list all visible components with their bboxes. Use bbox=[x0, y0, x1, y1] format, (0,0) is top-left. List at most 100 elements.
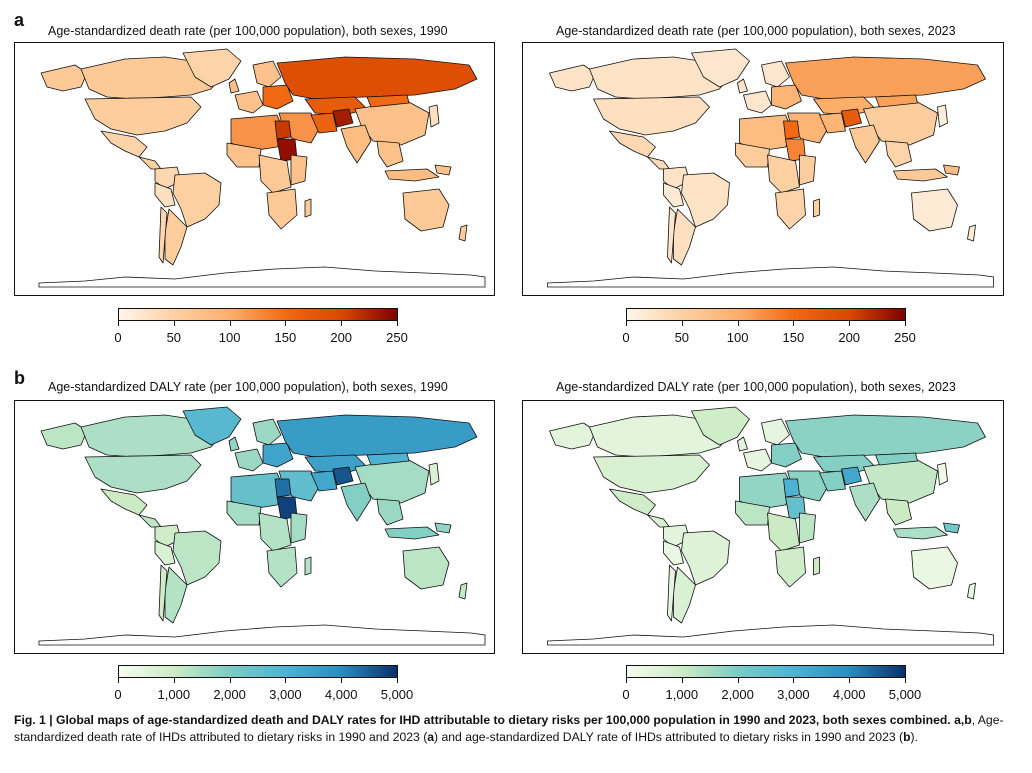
country-mongolia bbox=[875, 94, 918, 108]
colorbar-tick bbox=[229, 678, 231, 683]
colorbar-tick-label: 250 bbox=[386, 330, 408, 345]
country-mongolia bbox=[875, 452, 918, 466]
country-iran bbox=[819, 112, 846, 134]
country-indonesia bbox=[893, 526, 948, 540]
colorbar-tick bbox=[341, 678, 343, 683]
country-easteu bbox=[771, 442, 802, 468]
country-seasia bbox=[376, 498, 404, 526]
colorbar-tick-label: 3,000 bbox=[269, 687, 302, 702]
colorbar-tick bbox=[397, 678, 398, 683]
country-peru bbox=[154, 540, 176, 566]
colorbar-tick bbox=[285, 678, 287, 683]
colorbar-tick bbox=[118, 321, 119, 326]
colorbar-tick bbox=[793, 321, 795, 326]
country-brazil bbox=[681, 172, 730, 228]
caption-panels: a,b bbox=[954, 713, 972, 727]
colorbar-ticks-death-1990: 0 50 100 150 200 250 bbox=[114, 321, 408, 345]
colorbar-death-2023 bbox=[626, 308, 906, 321]
caption-ref-a: a bbox=[427, 730, 435, 744]
colorbar-tick-label: 0 bbox=[622, 330, 630, 345]
country-eafrica bbox=[290, 154, 308, 186]
country-easteu bbox=[771, 84, 802, 110]
country-seasia bbox=[885, 498, 912, 526]
colorbar-tick-label: 0 bbox=[114, 687, 122, 702]
country-mongolia bbox=[366, 452, 410, 466]
country-chile bbox=[158, 206, 168, 264]
country-india bbox=[340, 124, 372, 164]
colorbar-tick-label: 200 bbox=[838, 330, 861, 345]
country-eafrica bbox=[290, 512, 308, 544]
country-afghan bbox=[841, 466, 862, 486]
colorbar-tick bbox=[229, 321, 231, 326]
country-australia bbox=[911, 188, 958, 232]
colorbar-tick bbox=[849, 321, 851, 326]
country-eafrica bbox=[799, 512, 816, 544]
colorbar-tick-label: 2,000 bbox=[721, 687, 754, 702]
colorbar-tick bbox=[849, 678, 851, 683]
country-png bbox=[434, 164, 452, 176]
colorbar-tick-label: 50 bbox=[674, 330, 690, 345]
country-japan bbox=[937, 462, 948, 486]
country-nz bbox=[967, 224, 976, 242]
country-wafrica bbox=[226, 500, 262, 526]
country-central bbox=[647, 514, 670, 528]
country-seasia bbox=[885, 140, 912, 168]
colorbar-daly-2023 bbox=[626, 665, 906, 678]
map-title-daly-2023: Age-standardized DALY rate (per 100,000 … bbox=[556, 380, 956, 394]
country-greenland bbox=[691, 48, 750, 88]
country-nafrica bbox=[739, 114, 794, 152]
colorbar-tick bbox=[905, 321, 906, 326]
country-japan bbox=[428, 462, 440, 486]
colorbar-tick-label: 5,000 bbox=[380, 687, 414, 702]
panel-letter-b: b bbox=[14, 368, 25, 388]
colorbar-tick-label: 0 bbox=[622, 687, 630, 702]
country-safrica bbox=[266, 546, 298, 588]
country-greenland bbox=[182, 48, 242, 88]
country-cafrica bbox=[258, 512, 292, 552]
country-central bbox=[138, 514, 162, 528]
caption-ref-b: b bbox=[903, 730, 911, 744]
country-afghan bbox=[841, 108, 862, 128]
colorbar-tick bbox=[793, 678, 795, 683]
country-mongolia bbox=[366, 94, 410, 108]
country-canada bbox=[80, 414, 222, 458]
country-canada bbox=[80, 56, 222, 100]
country-eafrica bbox=[799, 154, 816, 186]
country-easteu bbox=[262, 84, 294, 110]
colorbar-tick-label: 3,000 bbox=[777, 687, 810, 702]
country-india bbox=[340, 482, 372, 522]
country-chile bbox=[667, 564, 676, 622]
country-india bbox=[849, 124, 880, 164]
colorbar-tick bbox=[397, 321, 398, 326]
country-egypt bbox=[783, 478, 800, 498]
country-central bbox=[647, 156, 670, 170]
country-iran bbox=[310, 470, 338, 492]
country-antarctica bbox=[547, 624, 994, 646]
colorbar-tick bbox=[737, 321, 739, 326]
colorbar-tick-label: 150 bbox=[274, 330, 297, 345]
country-canada bbox=[589, 414, 730, 458]
country-peru bbox=[154, 182, 176, 208]
country-usa bbox=[593, 454, 710, 494]
country-cafrica bbox=[767, 512, 800, 552]
country-nafrica bbox=[230, 114, 286, 152]
country-nz bbox=[458, 582, 468, 600]
country-madagascar bbox=[813, 556, 820, 576]
country-australia bbox=[402, 546, 450, 590]
colorbar-tick-label: 100 bbox=[218, 330, 241, 345]
panel-letter-a: a bbox=[14, 10, 25, 30]
colorbar-tick-label: 1,000 bbox=[157, 687, 191, 702]
country-afghan bbox=[332, 466, 354, 486]
country-india bbox=[849, 482, 880, 522]
country-egypt bbox=[783, 120, 800, 140]
country-westeu bbox=[234, 448, 264, 472]
country-peru bbox=[663, 182, 684, 208]
colorbar-tick-label: 1,000 bbox=[665, 687, 699, 702]
country-cafrica bbox=[767, 154, 800, 194]
country-australia bbox=[911, 546, 958, 590]
colorbar-tick-label: 200 bbox=[330, 330, 353, 345]
country-antarctica bbox=[38, 266, 486, 288]
country-scandi bbox=[761, 418, 790, 446]
colorbar-tick bbox=[681, 678, 683, 683]
country-westeu bbox=[234, 90, 264, 114]
